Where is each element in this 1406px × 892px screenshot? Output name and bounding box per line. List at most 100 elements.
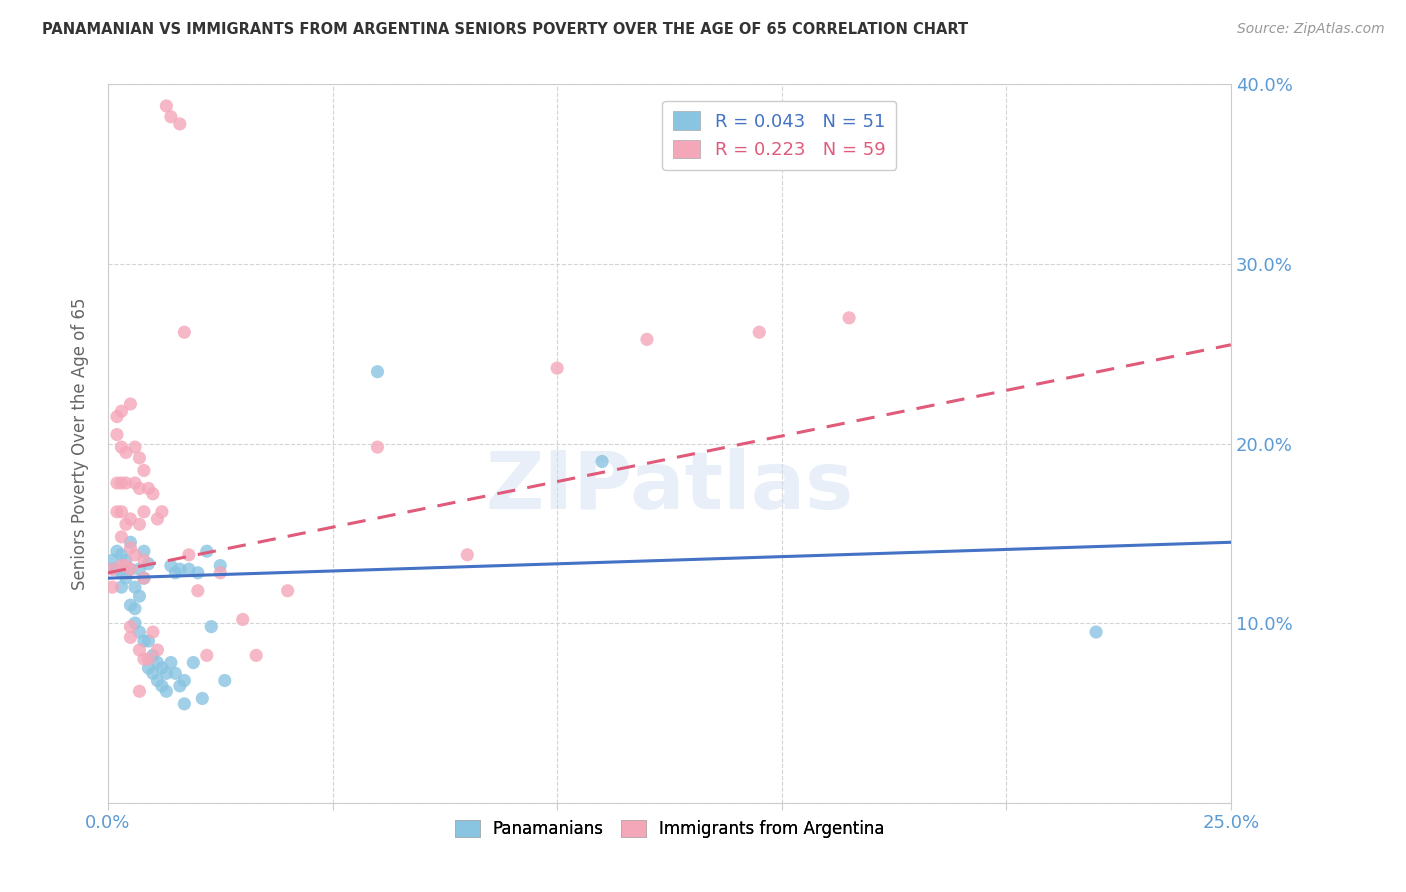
Point: [128, 482, 150, 496]
Point: [245, 648, 267, 663]
Point: [138, 634, 160, 648]
Point: [132, 634, 155, 648]
Point: [120, 541, 142, 555]
Point: [146, 673, 169, 688]
Point: [115, 445, 138, 459]
Point: [173, 697, 195, 711]
Point: [150, 661, 173, 675]
Point: [128, 684, 150, 698]
Point: [183, 656, 205, 670]
Point: [128, 450, 150, 465]
Point: [138, 557, 160, 571]
Point: [591, 454, 613, 468]
Point: [150, 505, 173, 519]
Point: [209, 566, 232, 580]
Point: [209, 558, 232, 573]
Point: [456, 548, 478, 562]
Point: [124, 601, 146, 615]
Point: [138, 482, 160, 496]
Point: [155, 666, 177, 681]
Point: [132, 571, 155, 585]
Point: [138, 652, 160, 666]
Point: [195, 544, 218, 558]
Point: [838, 310, 860, 325]
Text: Source: ZipAtlas.com: Source: ZipAtlas.com: [1237, 22, 1385, 37]
Point: [110, 566, 132, 580]
Point: [110, 548, 132, 562]
Point: [160, 558, 183, 573]
Point: [1085, 625, 1108, 640]
Point: [105, 505, 128, 519]
Point: [110, 440, 132, 454]
Point: [142, 648, 165, 663]
Y-axis label: Seniors Poverty Over the Age of 65: Seniors Poverty Over the Age of 65: [72, 297, 89, 590]
Point: [124, 615, 146, 630]
Point: [132, 544, 155, 558]
Point: [232, 612, 254, 626]
Point: [146, 512, 169, 526]
Legend: Panamanians, Immigrants from Argentina: Panamanians, Immigrants from Argentina: [449, 813, 891, 845]
Point: [128, 643, 150, 657]
Point: [120, 512, 142, 526]
Point: [110, 530, 132, 544]
Point: [110, 475, 132, 490]
Text: ZIPatlas: ZIPatlas: [485, 448, 853, 525]
Point: [187, 583, 209, 598]
Point: [120, 562, 142, 576]
Point: [142, 625, 165, 640]
Point: [101, 562, 124, 576]
Point: [150, 679, 173, 693]
Point: [636, 332, 658, 346]
Point: [366, 365, 388, 379]
Point: [142, 487, 165, 501]
Point: [128, 625, 150, 640]
Point: [124, 475, 146, 490]
Point: [128, 562, 150, 576]
Point: [110, 404, 132, 418]
Point: [214, 673, 236, 688]
Point: [120, 598, 142, 612]
Point: [128, 589, 150, 603]
Point: [120, 620, 142, 634]
Point: [748, 325, 770, 339]
Point: [105, 427, 128, 442]
Point: [132, 463, 155, 477]
Point: [138, 661, 160, 675]
Point: [160, 656, 183, 670]
Point: [132, 505, 155, 519]
Point: [110, 558, 132, 573]
Point: [132, 652, 155, 666]
Point: [169, 117, 191, 131]
Point: [169, 562, 191, 576]
Point: [124, 440, 146, 454]
Point: [115, 517, 138, 532]
Point: [146, 643, 169, 657]
Point: [191, 691, 214, 706]
Point: [132, 571, 155, 585]
Point: [115, 558, 138, 573]
Point: [146, 656, 169, 670]
Point: [124, 580, 146, 594]
Point: [173, 325, 195, 339]
Point: [155, 684, 177, 698]
Point: [101, 562, 124, 576]
Point: [177, 548, 200, 562]
Point: [169, 679, 191, 693]
Point: [115, 475, 138, 490]
Point: [165, 666, 187, 681]
Point: [177, 562, 200, 576]
Point: [173, 673, 195, 688]
Point: [546, 361, 568, 376]
Point: [105, 544, 128, 558]
Point: [132, 553, 155, 567]
Point: [101, 553, 124, 567]
Point: [105, 562, 128, 576]
Point: [155, 99, 177, 113]
Point: [110, 505, 132, 519]
Point: [160, 110, 183, 124]
Point: [187, 566, 209, 580]
Point: [195, 648, 218, 663]
Point: [200, 620, 222, 634]
Point: [115, 571, 138, 585]
Point: [105, 475, 128, 490]
